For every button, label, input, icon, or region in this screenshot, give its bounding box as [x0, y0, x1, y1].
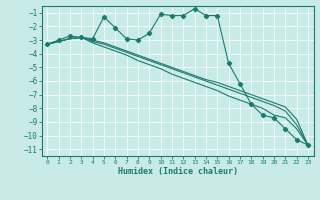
X-axis label: Humidex (Indice chaleur): Humidex (Indice chaleur) [118, 167, 237, 176]
